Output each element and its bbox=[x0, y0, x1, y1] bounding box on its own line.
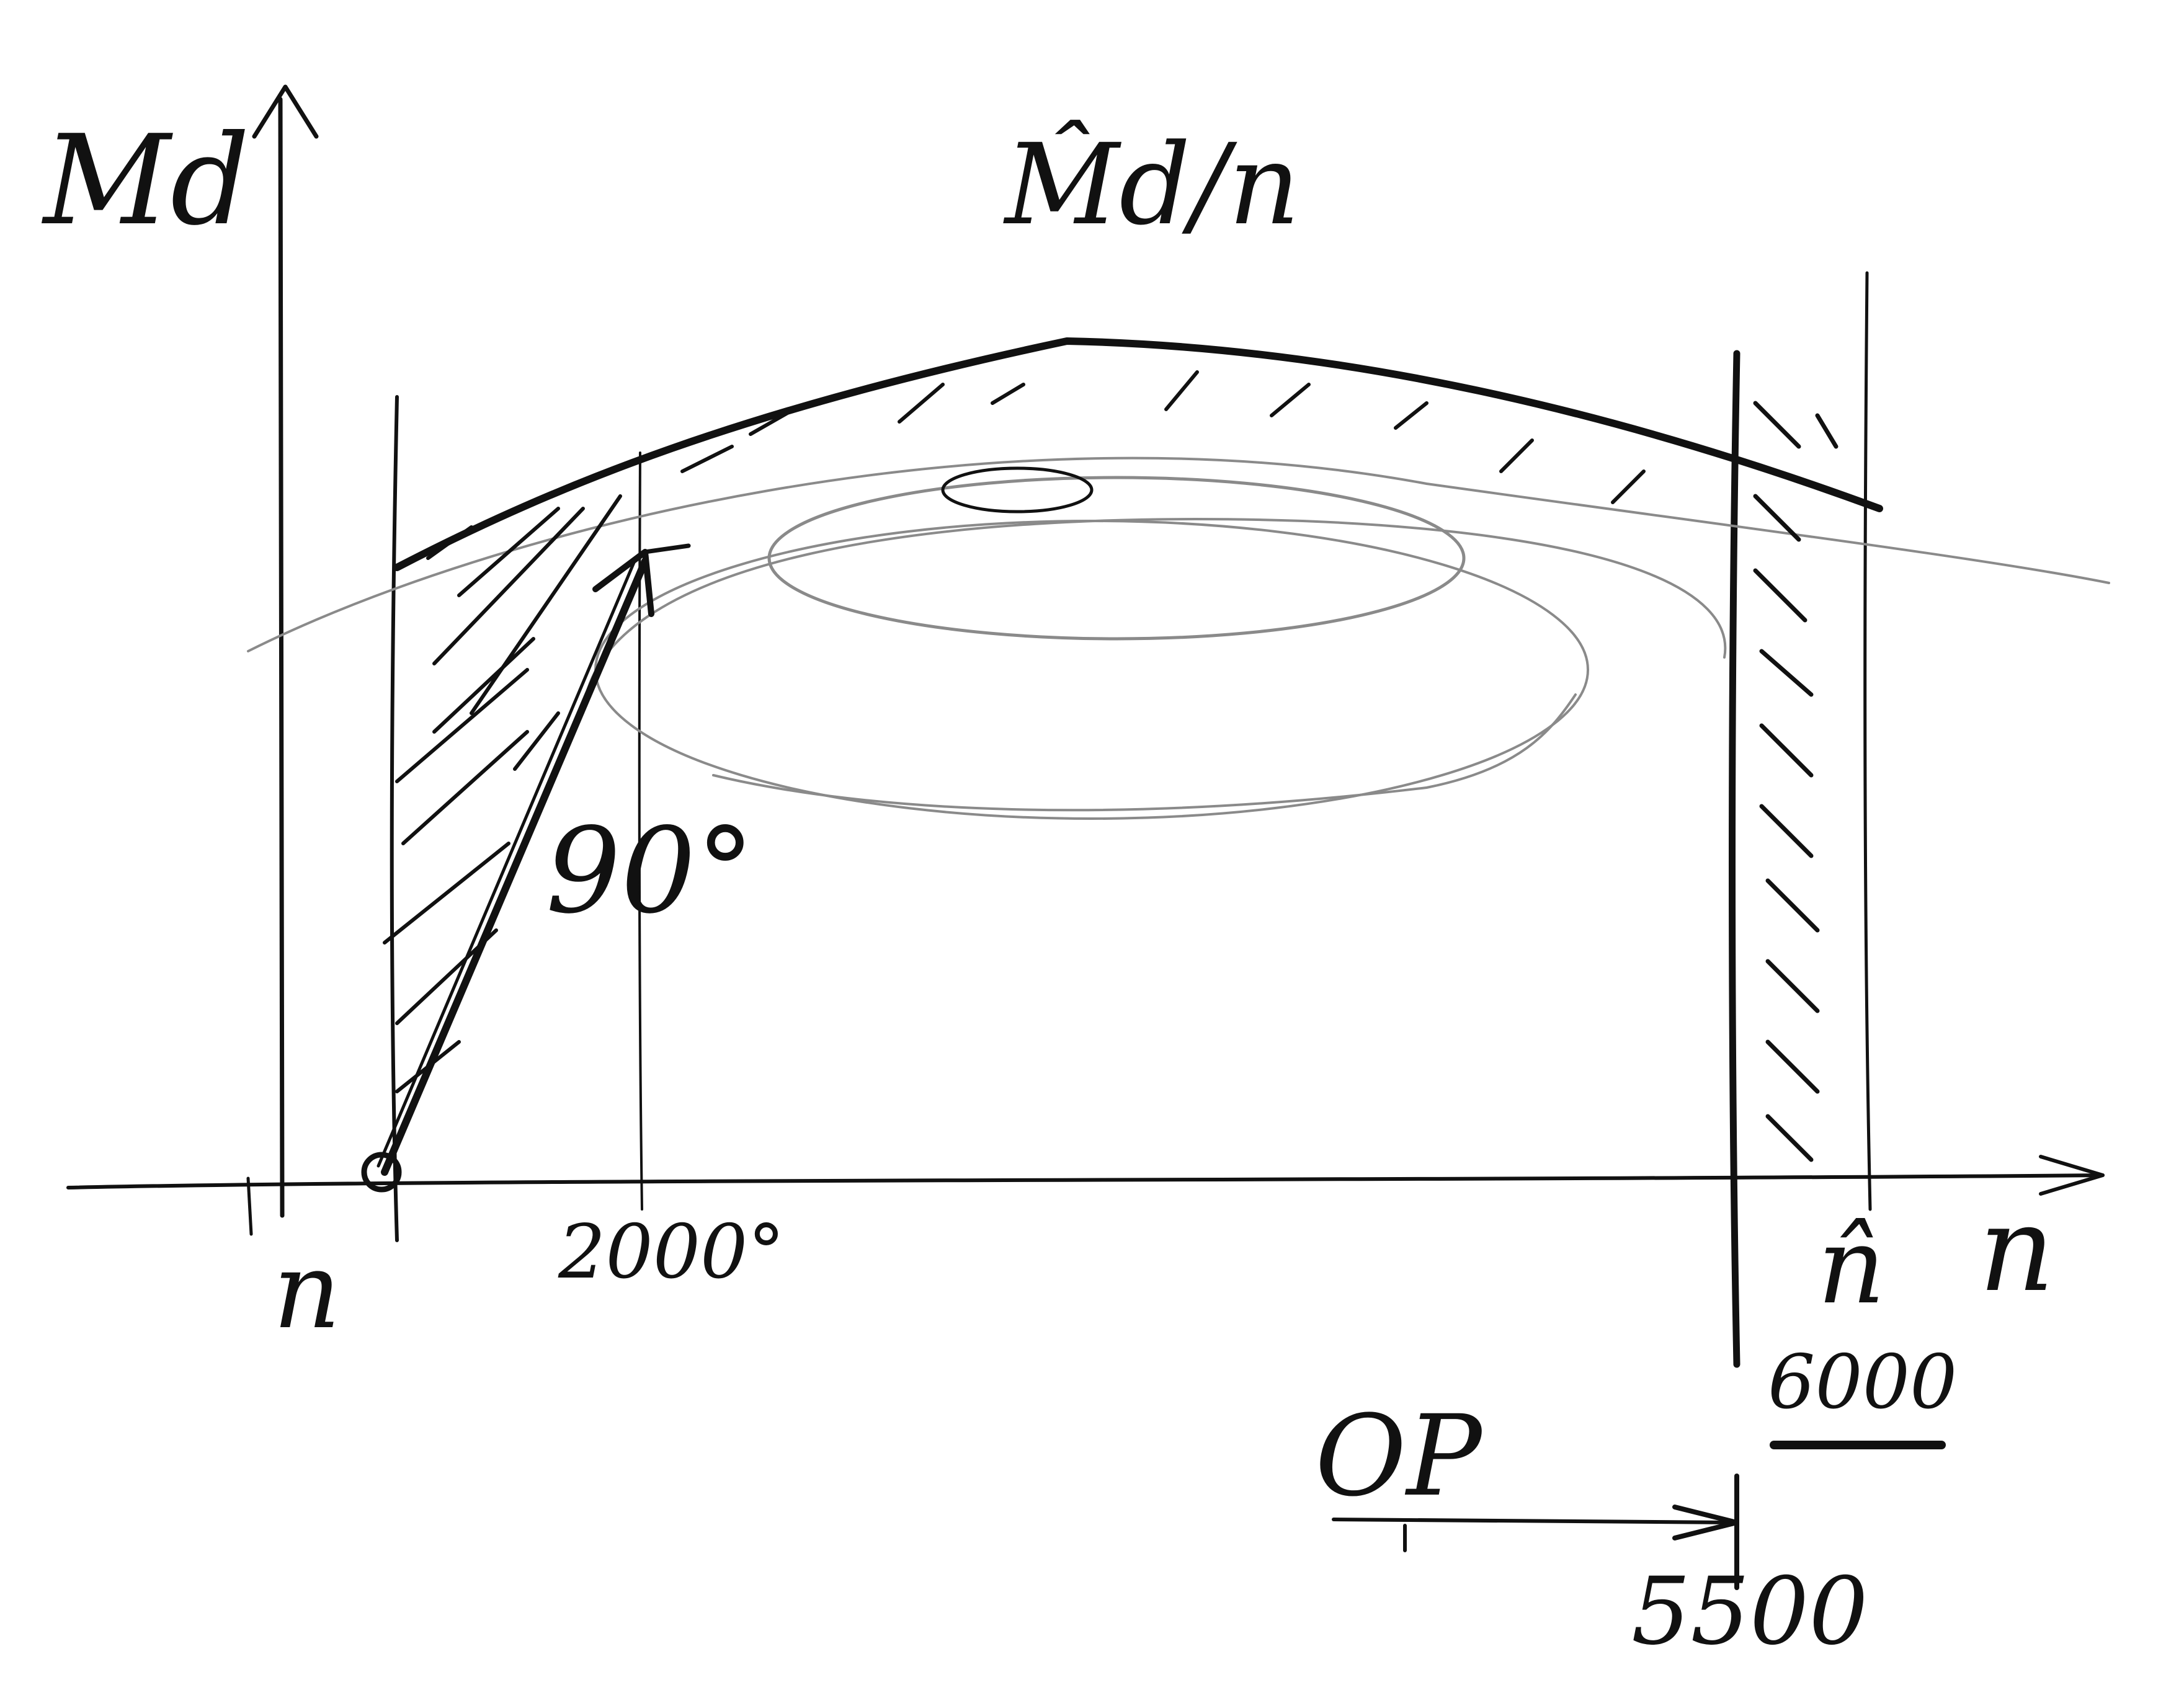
op-label: OP bbox=[1315, 1392, 1484, 1521]
x-axis-label: n bbox=[1979, 1181, 2054, 1318]
n-min-line bbox=[246, 1176, 253, 1236]
n-min-label: n bbox=[273, 1230, 341, 1353]
right-limit-line bbox=[1729, 350, 1741, 1368]
start-point-marker bbox=[361, 1152, 402, 1193]
rpm-5500-label: 5500 bbox=[1631, 1558, 1868, 1666]
angle-label: 90° bbox=[546, 802, 755, 940]
y-axis-label: Md bbox=[41, 109, 250, 253]
x-axis bbox=[66, 1155, 2105, 1196]
right-hatching bbox=[1753, 401, 1839, 1162]
efficiency-contours bbox=[247, 456, 2110, 820]
acceleration-arrow bbox=[361, 543, 691, 1193]
max-torque-curve bbox=[393, 337, 1883, 571]
op-arrow bbox=[1332, 1441, 1946, 1590]
rpm-6000-label: 6000 bbox=[1768, 1340, 1957, 1426]
line-6000 bbox=[1863, 271, 1872, 1211]
curve-label: M̂d/n bbox=[1003, 120, 1300, 250]
n-max-label: n̂ bbox=[1817, 1205, 1886, 1328]
rpm-2000-label: 2000° bbox=[558, 1209, 785, 1296]
left-limit-line bbox=[390, 395, 399, 1242]
y-axis bbox=[252, 84, 319, 1218]
